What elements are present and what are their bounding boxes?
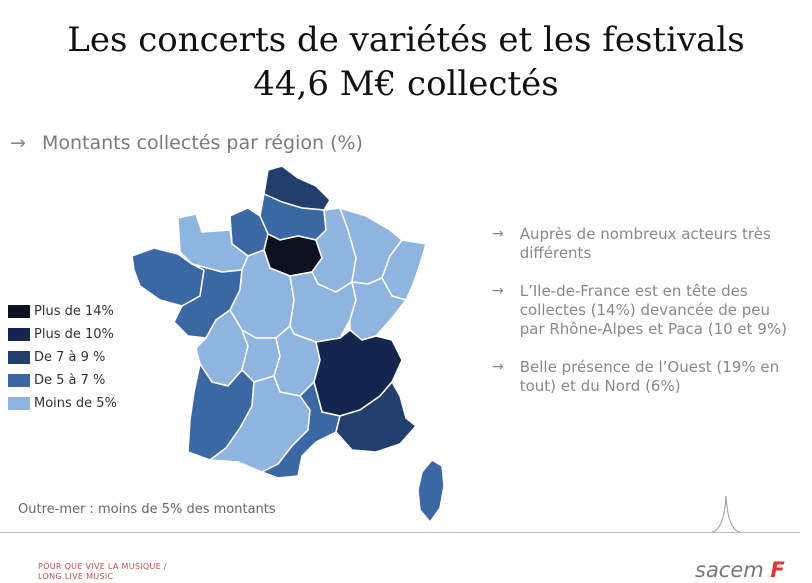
legend-item: De 5 à 7 % [8, 369, 117, 392]
legend-swatch [8, 397, 30, 410]
title-line-2: 44,6 M€ collectés [253, 64, 559, 104]
map-section-heading: → Montants collectés par région (%) [10, 132, 363, 154]
region-corse [417, 459, 445, 523]
legend-label: Moins de 5% [34, 396, 117, 411]
title-line-1: Les concerts de variétés et les festival… [67, 20, 745, 60]
footer-divider [0, 532, 800, 533]
region-franche-comte [349, 277, 407, 341]
map-section-label: Montants collectés par région (%) [41, 132, 363, 154]
key-point-text: Belle présence de l’Ouest (19% en tout) … [519, 358, 780, 395]
key-points-list: → Auprès de nombreux acteurs très différ… [492, 225, 792, 415]
arrow-right-icon: → [10, 132, 26, 154]
arrow-right-icon: → [492, 359, 504, 375]
legend-item: Moins de 5% [8, 392, 117, 415]
key-point: → Belle présence de l’Ouest (19% en tout… [492, 358, 792, 396]
legend-label: De 5 à 7 % [34, 373, 106, 388]
legend-label: Plus de 14% [34, 304, 114, 319]
legend-swatch [8, 305, 30, 318]
key-point-text: Auprès de nombreux acteurs très différen… [519, 225, 771, 262]
footer-slogan: POUR QUE VIVE LA MUSIQUE / LONG LIVE MUS… [38, 562, 167, 582]
region-provence-alpes-cote-d-azur [335, 381, 417, 453]
region-languedoc-roussillon [261, 381, 341, 479]
legend-swatch [8, 374, 30, 387]
map-legend: Plus de 14% Plus de 10% De 7 à 9 % De 5 … [8, 300, 117, 415]
slogan-line-2: LONG LIVE MUSIC [38, 572, 114, 581]
overseas-footnote: Outre-mer : moins de 5% des montants [18, 502, 276, 517]
slogan-line-1: POUR QUE VIVE LA MUSIQUE / [38, 562, 167, 571]
arrow-right-icon: → [492, 226, 504, 242]
key-point-text: L’Ile-de-France est en tête des collecte… [519, 282, 787, 338]
legend-label: De 7 à 9 % [34, 350, 106, 365]
legend-item: De 7 à 9 % [8, 346, 117, 369]
key-point: → L’Ile-de-France est en tête des collec… [492, 282, 792, 339]
legend-item: Plus de 14% [8, 300, 117, 323]
divider-flourish [712, 495, 741, 533]
slide-title: Les concerts de variétés et les festival… [0, 18, 812, 106]
key-point: → Auprès de nombreux acteurs très différ… [492, 225, 792, 263]
logo-text: sacem [695, 558, 764, 582]
arrow-right-icon: → [492, 283, 504, 299]
legend-label: Plus de 10% [34, 327, 114, 342]
legend-swatch [8, 351, 30, 364]
legend-swatch [8, 328, 30, 341]
sacem-logo: sacem F [695, 558, 785, 582]
france-regions-map [131, 165, 445, 523]
logo-mark: F [770, 558, 785, 582]
legend-item: Plus de 10% [8, 323, 117, 346]
